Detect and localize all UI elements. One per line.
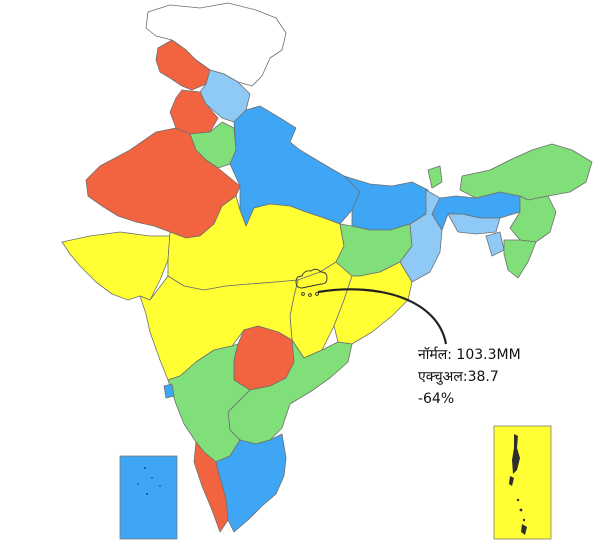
callout-leader-line — [317, 288, 448, 345]
region-nagaland-manipur[interactable] — [509, 195, 557, 243]
region-goa[interactable] — [163, 383, 175, 399]
region-odisha[interactable] — [333, 261, 413, 345]
region-mizoram[interactable] — [503, 239, 537, 279]
callout-normal-rainfall: नॉर्मल: 103.3MM — [418, 347, 521, 363]
region-tripura[interactable] — [485, 231, 505, 257]
region-sikkim[interactable] — [427, 165, 443, 189]
region-tamil-nadu[interactable] — [215, 433, 287, 533]
region-arunachal-pradesh[interactable] — [459, 143, 593, 201]
region-gujarat[interactable] — [61, 231, 171, 301]
callout-departure-percent: -64% — [418, 391, 455, 407]
inset-andaman-nicobar[interactable] — [493, 425, 552, 540]
region-meghalaya[interactable] — [447, 213, 501, 235]
region-himachal-pradesh[interactable] — [155, 39, 211, 91]
callout-actual-rainfall: एक्चुअल:38.7 — [418, 369, 499, 385]
inset-lakshadweep[interactable] — [119, 455, 178, 540]
rain-cloud-icon — [295, 268, 328, 297]
